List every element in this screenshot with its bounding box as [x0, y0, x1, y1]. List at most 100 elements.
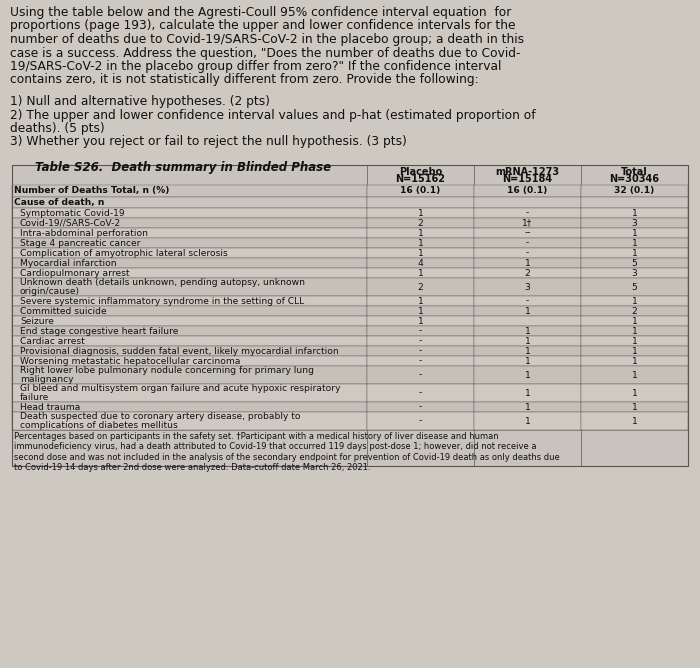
Text: 1: 1 — [631, 317, 638, 325]
Bar — [474, 218, 581, 228]
Bar — [474, 197, 581, 208]
Text: 1: 1 — [631, 403, 638, 411]
Bar — [12, 306, 367, 316]
Text: --: -- — [524, 228, 531, 238]
Text: 2: 2 — [631, 307, 638, 315]
Text: 1: 1 — [524, 389, 531, 397]
Text: -: - — [526, 297, 529, 305]
Bar — [474, 238, 581, 248]
Bar — [581, 326, 688, 336]
Text: contains zero, it is not statistically different from zero. Provide the followin: contains zero, it is not statistically d… — [10, 73, 479, 86]
Text: Stage 4 pancreatic cancer: Stage 4 pancreatic cancer — [20, 238, 141, 248]
Bar — [581, 258, 688, 268]
Text: Percentages based on participants in the safety set. †Participant with a medical: Percentages based on participants in the… — [14, 432, 560, 472]
Text: 1: 1 — [417, 307, 424, 315]
Text: 1: 1 — [524, 371, 531, 379]
Bar — [12, 356, 367, 366]
Text: Committed suicide: Committed suicide — [20, 307, 106, 315]
Bar — [12, 218, 367, 228]
Text: -: - — [526, 208, 529, 218]
Bar — [581, 165, 688, 185]
Text: -: - — [419, 327, 422, 335]
Bar — [581, 356, 688, 366]
Bar — [367, 238, 474, 248]
Bar — [474, 228, 581, 238]
Text: 1: 1 — [524, 337, 531, 345]
Text: 3) Whether you reject or fail to reject the null hypothesis. (3 pts): 3) Whether you reject or fail to reject … — [10, 136, 407, 148]
Bar — [367, 296, 474, 306]
Bar — [581, 248, 688, 258]
Text: 1: 1 — [524, 327, 531, 335]
Bar — [581, 296, 688, 306]
Text: -: - — [419, 417, 422, 426]
Bar — [474, 356, 581, 366]
Bar — [474, 336, 581, 346]
Bar — [12, 165, 688, 466]
Bar — [367, 218, 474, 228]
Text: Cardiac arrest: Cardiac arrest — [20, 337, 85, 345]
Text: -: - — [526, 238, 529, 248]
Bar — [474, 296, 581, 306]
Text: 19/SARS-CoV-2 in the placebo group differ from zero?" If the confidence interval: 19/SARS-CoV-2 in the placebo group diffe… — [10, 60, 501, 73]
Text: 1: 1 — [524, 347, 531, 355]
Bar — [12, 366, 367, 384]
Bar — [12, 346, 367, 356]
Text: -: - — [419, 337, 422, 345]
Bar — [581, 366, 688, 384]
Bar — [12, 238, 367, 248]
Text: 32 (0.1): 32 (0.1) — [615, 186, 654, 196]
Text: 2: 2 — [524, 269, 531, 277]
Bar — [367, 278, 474, 296]
Text: case is a success. Address the question, "Does the number of deaths due to Covid: case is a success. Address the question,… — [10, 47, 521, 59]
Bar — [367, 228, 474, 238]
Bar — [12, 430, 367, 466]
Text: 1: 1 — [524, 357, 531, 365]
Text: 1: 1 — [631, 208, 638, 218]
Bar — [581, 278, 688, 296]
Bar — [367, 165, 474, 185]
Text: 1: 1 — [631, 389, 638, 397]
Bar — [581, 268, 688, 278]
Text: 2: 2 — [417, 283, 424, 291]
Text: 1: 1 — [631, 337, 638, 345]
Bar — [474, 306, 581, 316]
Bar — [474, 412, 581, 430]
Bar — [474, 208, 581, 218]
Bar — [367, 197, 474, 208]
Text: 2) The upper and lower confidence interval values and p-hat (estimated proportio: 2) The upper and lower confidence interv… — [10, 108, 536, 122]
Text: 1: 1 — [524, 307, 531, 315]
Text: -: - — [419, 371, 422, 379]
Bar — [12, 412, 367, 430]
Bar — [12, 296, 367, 306]
Text: 1: 1 — [631, 297, 638, 305]
Bar — [367, 336, 474, 346]
Bar — [367, 258, 474, 268]
Bar — [367, 306, 474, 316]
Text: 5: 5 — [631, 259, 638, 267]
Bar — [474, 268, 581, 278]
Text: 2: 2 — [417, 218, 424, 228]
Text: Total: Total — [621, 167, 648, 177]
Bar — [581, 402, 688, 412]
Bar — [367, 316, 474, 326]
Text: 1: 1 — [631, 347, 638, 355]
Text: 1: 1 — [417, 317, 424, 325]
Text: number of deaths due to Covid-19/SARS-CoV-2 in the placebo group; a death in thi: number of deaths due to Covid-19/SARS-Co… — [10, 33, 524, 46]
Text: Covid-19//SARS-CoV-2: Covid-19//SARS-CoV-2 — [20, 218, 121, 228]
Bar — [12, 197, 367, 208]
Bar — [367, 185, 474, 197]
Bar — [581, 412, 688, 430]
Text: 16 (0.1): 16 (0.1) — [508, 186, 547, 196]
Bar — [12, 326, 367, 336]
Bar — [474, 366, 581, 384]
Text: Using the table below and the Agresti-Coull 95% confidence interval equation  fo: Using the table below and the Agresti-Co… — [10, 6, 512, 19]
Bar — [12, 248, 367, 258]
Bar — [367, 412, 474, 430]
Bar — [581, 384, 688, 402]
Bar — [474, 402, 581, 412]
Text: N=30346: N=30346 — [610, 174, 659, 184]
Bar — [12, 185, 367, 197]
Text: 1: 1 — [417, 228, 424, 238]
Text: 3: 3 — [631, 269, 638, 277]
Bar — [12, 336, 367, 346]
